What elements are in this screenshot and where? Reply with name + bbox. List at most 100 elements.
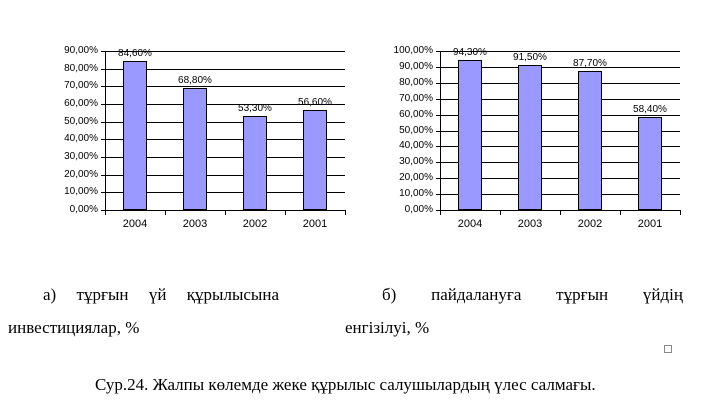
caption-a: а) тұрғын үй құрылысына инвестициялар, % [8,278,279,344]
x-axis-tick [105,210,106,215]
gridline [105,104,345,105]
gridline [440,99,680,100]
y-axis-label: 60,00% [399,109,433,120]
gridline [105,139,345,140]
bar-2002 [578,71,602,210]
y-axis-tick [436,194,440,195]
y-axis-tick [101,157,105,158]
gridline [440,178,680,179]
gridline [105,157,345,158]
x-axis-tick [560,210,561,215]
y-axis-tick [436,115,440,116]
x-axis-tick [225,210,226,215]
y-axis-label: 30,00% [399,156,433,167]
y-axis-label: 20,00% [399,172,433,183]
y-axis-label: 10,00% [64,186,98,197]
y-axis-label: 50,00% [64,116,98,127]
x-axis-label: 2002 [242,218,268,230]
y-axis-label: 40,00% [64,133,98,144]
data-label: 56,60% [298,97,332,108]
x-axis-label: 2002 [577,218,603,230]
y-axis-label: 80,00% [399,77,433,88]
y-axis-line [105,51,106,210]
x-axis-label: 2004 [122,218,148,230]
y-axis-label: 0,00% [404,204,433,215]
y-axis-tick [436,178,440,179]
y-axis-tick [436,83,440,84]
y-axis-tick [436,210,440,211]
data-label: 53,30% [238,103,272,114]
object-anchor-square [664,345,672,353]
y-axis-label: 90,00% [399,61,433,72]
bar-2001 [303,110,327,210]
gridline [440,83,680,84]
y-axis-label: 30,00% [64,151,98,162]
gridline [105,51,345,52]
gridline [440,146,680,147]
x-axis-tick [165,210,166,215]
gridline [105,86,345,87]
gridline [440,162,680,163]
figure-caption: Сур.24. Жалпы көлемде жеке құрылыс салуш… [95,375,596,394]
caption-a-line1: а) тұрғын үй құрылысына [43,285,279,304]
x-axis-label: 2003 [517,218,543,230]
y-axis-tick [101,86,105,87]
y-axis-tick [436,51,440,52]
y-axis-label: 50,00% [399,125,433,136]
x-axis-label: 2001 [302,218,328,230]
caption-b-line1: б) пайдалануға тұрғын үйдің [382,285,683,304]
y-axis-tick [436,131,440,132]
x-axis-label: 2003 [182,218,208,230]
caption-b-line2: енгізілуі, % [345,318,430,337]
bar-2003 [518,65,542,210]
gridline [440,131,680,132]
y-axis-tick [101,104,105,105]
gridline [105,192,345,193]
data-label: 68,80% [178,75,212,86]
gridline [440,194,680,195]
gridline [105,69,345,70]
chart-a-housing-investments: 0,00% 10,00% 20,00% 30,00% 40,00% 50,00% 60,00… [40,35,355,240]
y-axis-tick [436,146,440,147]
gridline [440,67,680,68]
caption-b: б) пайдалануға тұрғын үйдің енгізілуі, % [345,278,683,344]
y-axis-tick [101,192,105,193]
y-axis-line [440,51,441,210]
gridline [440,115,680,116]
y-axis-label: 0,00% [69,204,98,215]
x-axis-tick [345,210,346,215]
y-axis-tick [101,122,105,123]
y-axis-tick [101,175,105,176]
y-axis-label: 70,00% [64,80,98,91]
gridline [105,175,345,176]
data-label: 87,70% [573,58,607,69]
bar-2004 [458,60,482,210]
y-axis-tick [101,139,105,140]
x-axis-tick [285,210,286,215]
y-axis-label: 60,00% [64,98,98,109]
x-axis-tick [440,210,441,215]
data-label: 91,50% [513,52,547,63]
x-axis-tick [680,210,681,215]
y-axis-label: 70,00% [399,93,433,104]
chart-b-housing-commissioning: 0,00% 10,00% 20,00% 30,00% 40,00% 50,00% 60,00… [375,35,690,240]
y-axis-label: 100,00% [393,45,433,56]
data-label: 94,30% [453,47,487,58]
y-axis-label: 10,00% [399,188,433,199]
data-label: 58,40% [633,104,667,115]
y-axis-tick [436,99,440,100]
gridline [440,51,680,52]
bar-2004 [123,61,147,210]
x-axis-tick [500,210,501,215]
y-axis-label: 40,00% [399,140,433,151]
y-axis-tick [101,69,105,70]
y-axis-label: 90,00% [64,45,98,56]
x-axis-tick [620,210,621,215]
caption-a-line2: инвестициялар, % [8,318,140,337]
bar-2003 [183,88,207,210]
data-label: 84,60% [118,48,152,59]
y-axis-tick [101,51,105,52]
y-axis-tick [436,67,440,68]
x-axis-label: 2001 [637,218,663,230]
